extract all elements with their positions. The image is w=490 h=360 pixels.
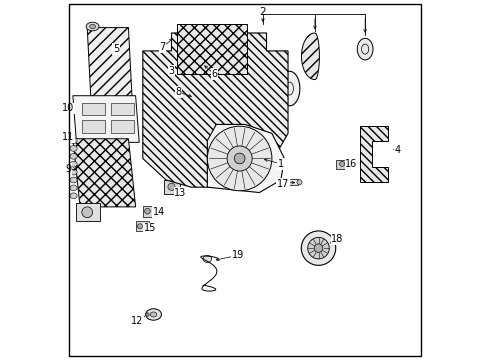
Polygon shape [193, 78, 261, 123]
Polygon shape [207, 125, 285, 193]
Ellipse shape [146, 313, 149, 316]
Ellipse shape [234, 153, 245, 164]
Ellipse shape [301, 231, 336, 265]
Polygon shape [143, 33, 288, 187]
Ellipse shape [70, 153, 77, 159]
Text: 9: 9 [66, 164, 72, 174]
Ellipse shape [70, 161, 77, 167]
Polygon shape [82, 103, 105, 116]
Polygon shape [301, 33, 319, 80]
Text: 8: 8 [175, 87, 182, 97]
Text: 7: 7 [159, 42, 166, 52]
Polygon shape [143, 206, 158, 217]
Text: 4: 4 [394, 144, 400, 154]
Ellipse shape [357, 39, 373, 60]
Text: 13: 13 [174, 188, 187, 198]
Polygon shape [73, 96, 139, 142]
Text: 11: 11 [62, 132, 74, 142]
Ellipse shape [70, 145, 77, 151]
Polygon shape [136, 221, 149, 231]
Polygon shape [164, 180, 180, 194]
Ellipse shape [308, 237, 329, 259]
Ellipse shape [340, 161, 344, 166]
Ellipse shape [168, 183, 175, 190]
Polygon shape [76, 203, 100, 221]
Text: 14: 14 [153, 207, 165, 217]
Polygon shape [82, 120, 105, 133]
Ellipse shape [164, 76, 179, 101]
Ellipse shape [203, 255, 212, 262]
Polygon shape [73, 139, 136, 207]
Ellipse shape [227, 146, 252, 171]
Text: 17: 17 [276, 179, 289, 189]
Polygon shape [279, 179, 298, 185]
Polygon shape [177, 24, 247, 74]
Ellipse shape [150, 312, 157, 317]
Text: 12: 12 [131, 316, 144, 325]
Text: 18: 18 [331, 234, 343, 244]
Ellipse shape [70, 169, 77, 175]
Ellipse shape [280, 71, 300, 106]
Text: 15: 15 [144, 224, 156, 233]
Polygon shape [111, 103, 134, 116]
Polygon shape [337, 159, 348, 168]
Polygon shape [172, 33, 180, 47]
Ellipse shape [146, 309, 161, 320]
Ellipse shape [70, 138, 77, 143]
Ellipse shape [314, 244, 323, 252]
Ellipse shape [70, 193, 77, 199]
Ellipse shape [297, 180, 302, 185]
Text: 3: 3 [169, 66, 174, 76]
Text: 10: 10 [62, 103, 74, 113]
Polygon shape [111, 120, 134, 133]
Ellipse shape [296, 180, 300, 184]
Text: 5: 5 [113, 44, 119, 54]
Text: 16: 16 [345, 159, 358, 169]
Polygon shape [87, 28, 132, 98]
Ellipse shape [90, 24, 96, 29]
Ellipse shape [82, 207, 93, 218]
Text: 19: 19 [232, 250, 244, 260]
Text: 2: 2 [260, 7, 266, 17]
Ellipse shape [207, 126, 272, 191]
Polygon shape [360, 126, 389, 182]
Ellipse shape [86, 22, 99, 31]
Ellipse shape [70, 177, 77, 183]
Text: 1: 1 [278, 159, 284, 169]
Ellipse shape [173, 37, 179, 44]
Ellipse shape [137, 224, 143, 229]
Ellipse shape [145, 208, 150, 214]
Text: 6: 6 [212, 69, 218, 79]
Ellipse shape [70, 185, 77, 191]
